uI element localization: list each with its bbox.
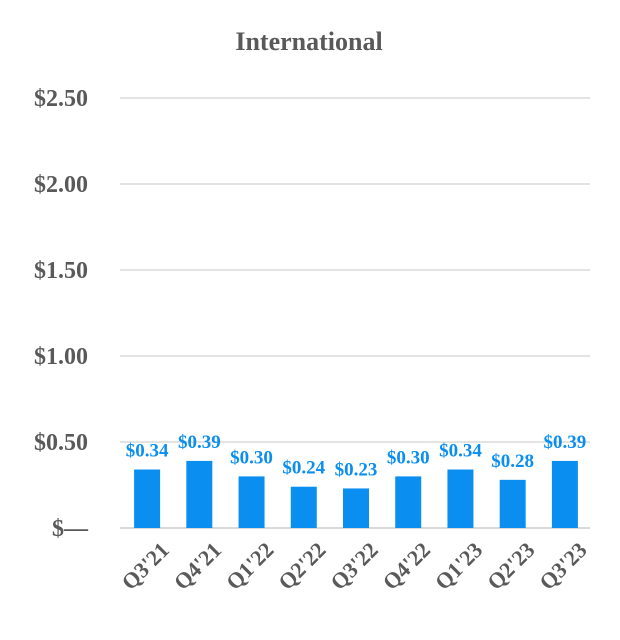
y-tick-label: $2.50 — [34, 86, 88, 112]
chart-title: International — [235, 27, 382, 56]
x-tick-label: Q3'23 — [534, 537, 591, 594]
data-labels: $0.34 $0.39 $0.30 $0.24 $0.23 $0.30 $0.34 $0.28… — [126, 432, 587, 481]
data-label: $0.28 — [491, 451, 534, 472]
data-label: $0.23 — [335, 459, 378, 480]
x-axis-tick-labels: Q3'21Q4'21Q1'22Q2'22Q3'22Q4'22Q1'23Q2'23… — [117, 537, 592, 594]
x-tick-label: Q3'22 — [325, 537, 382, 594]
y-axis-tick-labels: $— $0.50 $1.00 $1.50 $2.00 $2.50 — [34, 86, 89, 542]
bars — [134, 460, 578, 528]
x-tick-label: Q1'22 — [221, 537, 278, 594]
bar — [134, 469, 161, 528]
x-tick-label: Q2'22 — [273, 537, 330, 594]
x-tick-label: Q2'23 — [482, 537, 539, 594]
bar — [551, 460, 578, 528]
data-label: $0.30 — [230, 447, 273, 468]
data-label: $0.24 — [282, 458, 325, 479]
bar — [290, 486, 317, 528]
bar — [186, 460, 213, 528]
y-tick-label: $1.00 — [34, 344, 88, 370]
data-label: $0.34 — [439, 441, 482, 462]
data-label: $0.34 — [126, 441, 169, 462]
bar — [447, 469, 474, 528]
y-tick-label: $— — [52, 516, 89, 542]
x-tick-label: Q1'23 — [430, 537, 487, 594]
data-label: $0.30 — [387, 447, 430, 468]
bar — [499, 479, 526, 528]
y-tick-label: $2.00 — [34, 172, 88, 198]
data-label: $0.39 — [544, 432, 587, 453]
y-tick-label: $0.50 — [34, 430, 88, 456]
bar — [238, 476, 265, 528]
y-tick-label: $1.50 — [34, 258, 88, 284]
bar — [343, 488, 369, 528]
x-tick-label: Q4'22 — [378, 537, 435, 594]
x-tick-label: Q3'21 — [117, 537, 174, 594]
bar — [395, 476, 422, 528]
x-tick-label: Q4'21 — [169, 537, 226, 594]
data-label: $0.39 — [178, 432, 221, 453]
